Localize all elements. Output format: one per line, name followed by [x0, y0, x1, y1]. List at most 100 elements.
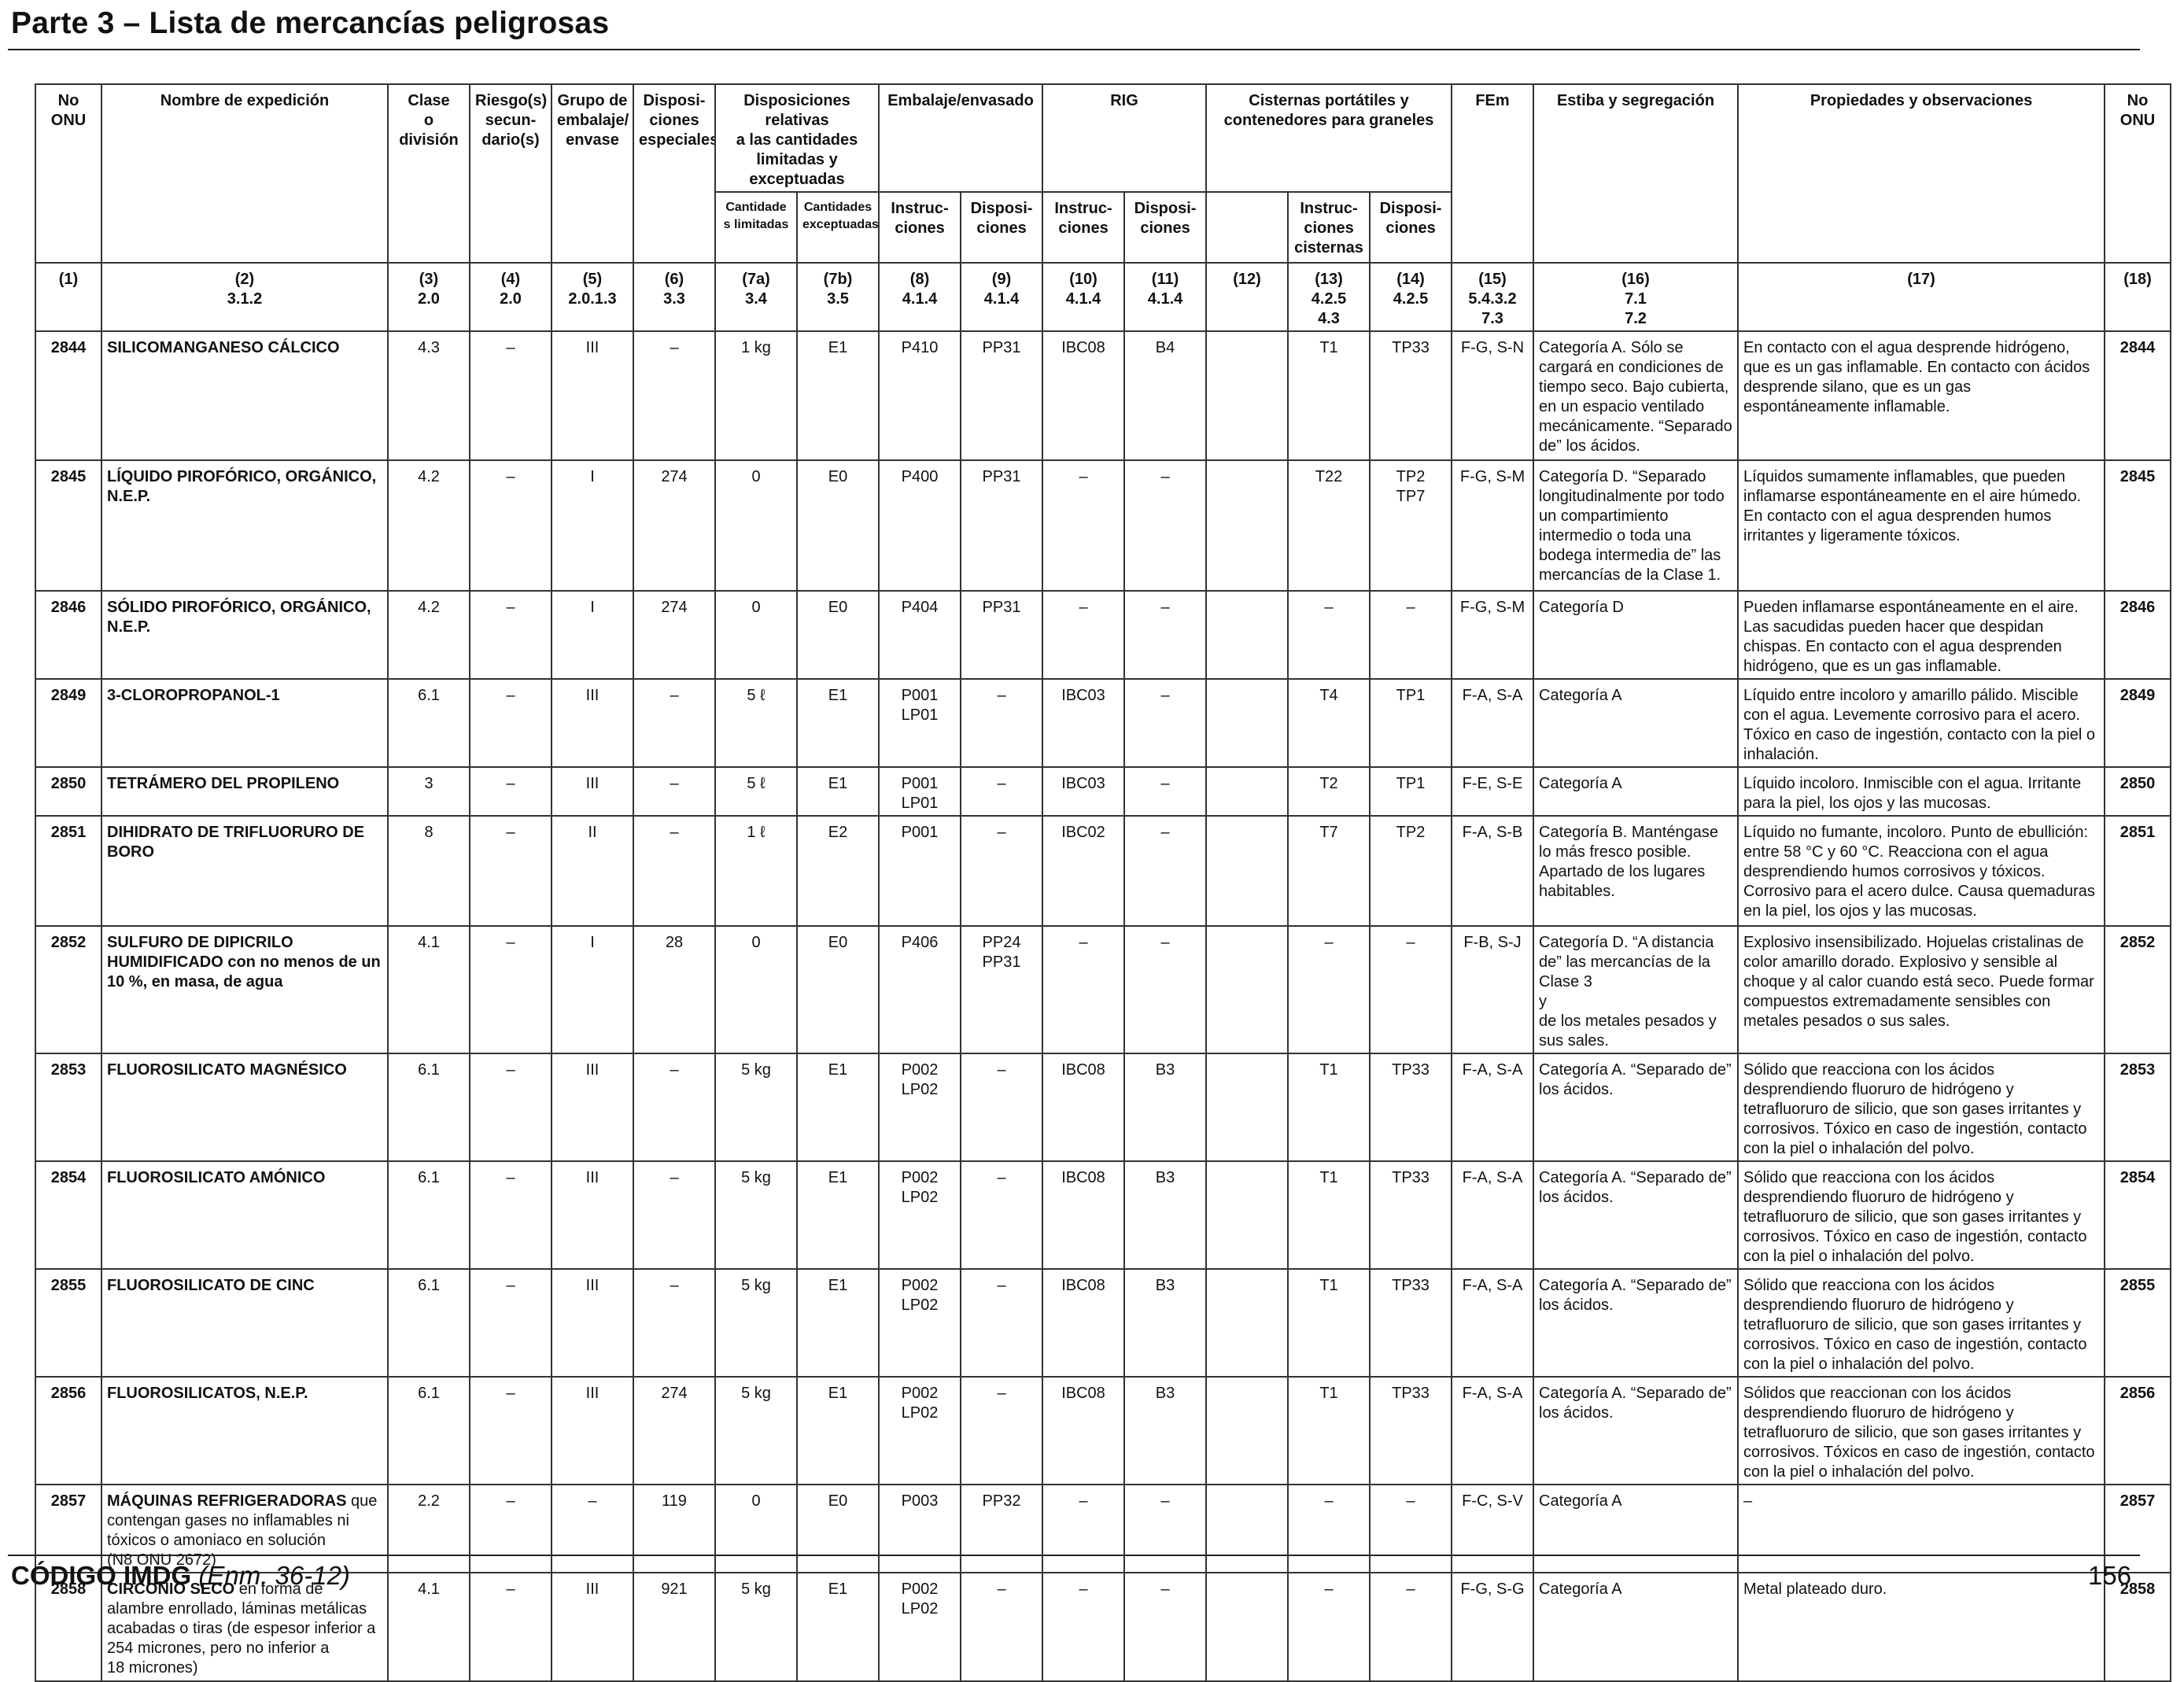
- special-provisions-cell: –: [633, 1053, 716, 1162]
- un-number-right-cell: 2854: [2104, 1160, 2172, 1270]
- properties-cell: –: [1737, 1484, 2106, 1573]
- ibc-provision-cell: –: [1123, 590, 1208, 680]
- shipping-name-bold: FLUOROSILICATO DE CINC: [107, 1277, 315, 1294]
- limited-quantity-cell: 5 kg: [714, 1376, 798, 1485]
- table-row: 2850 TETRÁMERO DEL PROPILENO 3– III –5 ℓ E1 P0…: [35, 766, 2172, 817]
- shipping-name-cell: MÁQUINAS REFRIGERADORAS que contengan ga…: [101, 1484, 389, 1573]
- ibc-provision-cell: B4: [1123, 330, 1208, 461]
- shipping-name-cell: SULFURO DE DIPICRILO HUMIDIFICADO con no…: [101, 925, 389, 1054]
- col12-cell: [1205, 815, 1289, 927]
- limited-quantity-cell: 0: [714, 1484, 798, 1573]
- ibc-instruction-cell: IBC08: [1042, 1268, 1126, 1378]
- un-number-right-cell: 2855: [2104, 1268, 2172, 1378]
- ref-cell: (16) 7.1 7.2: [1533, 262, 1739, 332]
- stowage-cell: Categoría D: [1533, 590, 1739, 680]
- packing-instruction-cell: P410: [878, 330, 962, 461]
- col12-cell: [1205, 1572, 1289, 1682]
- ref-cell: (7b) 3.5: [795, 262, 880, 332]
- ref-cell: (14) 4.2.5: [1369, 262, 1453, 332]
- packing-group-cell: I: [551, 459, 634, 592]
- ibc-instruction-cell: IBC08: [1042, 330, 1126, 461]
- stowage-cell: Categoría B. Manténgase lo más fresco po…: [1533, 815, 1739, 927]
- stowage-cell: Categoría A: [1533, 766, 1739, 817]
- shipping-name-bold: SULFURO DE DIPICRILO HUMIDIFICADO con no…: [107, 934, 381, 990]
- properties-cell: Sólidos que reaccionan con los ácidos de…: [1737, 1376, 2106, 1485]
- packing-provision-cell: PP31: [960, 590, 1044, 680]
- col-header-special-provisions: Disposi- ciones especiales: [633, 83, 716, 264]
- un-number-right-cell: 2845: [2104, 459, 2172, 592]
- subsidiary-risk-cell: –: [469, 1572, 552, 1682]
- excepted-quantity-cell: E1: [795, 1376, 880, 1485]
- special-provisions-cell: 119: [633, 1484, 716, 1573]
- un-number-right-cell: 2857: [2104, 1484, 2172, 1573]
- table-row: 2849 3-CLOROPROPANOL-1 6.1– III –5 ℓ E1 P001 L…: [35, 678, 2172, 768]
- special-provisions-cell: 921: [633, 1572, 716, 1682]
- shipping-name-bold: 3-CLOROPROPANOL-1: [107, 687, 280, 704]
- ref-cell: (2) 3.1.2: [101, 262, 389, 332]
- col-header-packaging: Embalaje/envasado: [878, 83, 1044, 193]
- packing-provision-cell: –: [960, 1053, 1044, 1162]
- shipping-name-bold: LÍQUIDO PIROFÓRICO, ORGÁNICO, N.E.P.: [107, 468, 377, 505]
- limited-quantity-cell: 0: [714, 590, 798, 680]
- footer-code: CÓDIGO IMDG (Enm. 36-12): [11, 1561, 350, 1591]
- ibc-instruction-cell: –: [1042, 1572, 1126, 1682]
- shipping-name-bold: FLUOROSILICATO AMÓNICO: [107, 1169, 326, 1186]
- packing-instruction-cell: P002 LP02: [878, 1268, 962, 1378]
- shipping-name-bold: SILICOMANGANESO CÁLCICO: [107, 339, 340, 356]
- class-cell: 6.1: [387, 1268, 470, 1378]
- col12-cell: [1205, 1484, 1289, 1573]
- un-number-right-cell: 2846: [2104, 590, 2172, 680]
- excepted-quantity-cell: E1: [795, 330, 880, 461]
- class-cell: 2.2: [387, 1484, 470, 1573]
- packing-group-cell: III: [551, 766, 634, 817]
- ibc-provision-cell: –: [1123, 678, 1208, 768]
- properties-cell: Sólido que reacciona con los ácidos desp…: [1737, 1268, 2106, 1378]
- stowage-cell: Categoría A: [1533, 1484, 1739, 1573]
- col-header-limited-quantities: Cantidade s limitadas: [714, 191, 798, 264]
- properties-cell: Metal plateado duro.: [1737, 1572, 2106, 1682]
- properties-cell: Líquidos sumamente inflamables, que pued…: [1737, 459, 2106, 592]
- header-divider: [8, 49, 2140, 50]
- shipping-name-cell: FLUOROSILICATOS, N.E.P.: [101, 1376, 389, 1485]
- tank-instruction-cell: T4: [1287, 678, 1371, 768]
- tank-provision-cell: TP33: [1369, 1268, 1453, 1378]
- packing-instruction-cell: P003: [878, 1484, 962, 1573]
- ref-cell: (11) 4.1.4: [1123, 262, 1208, 332]
- stowage-cell: Categoría A. “Separado de” los ácidos.: [1533, 1053, 1739, 1162]
- tank-instruction-cell: –: [1287, 1484, 1371, 1573]
- ref-cell: (12): [1205, 262, 1289, 332]
- col12-cell: [1205, 678, 1289, 768]
- ibc-provision-cell: B3: [1123, 1053, 1208, 1162]
- excepted-quantity-cell: E1: [795, 1160, 880, 1270]
- shipping-name-bold: SÓLIDO PIROFÓRICO, ORGÁNICO, N.E.P.: [107, 599, 371, 636]
- table-row: 2854 FLUOROSILICATO AMÓNICO 6.1– III –5 kg E1…: [35, 1160, 2172, 1270]
- packing-instruction-cell: P404: [878, 590, 962, 680]
- col12-cell: [1205, 1376, 1289, 1485]
- ref-cell: (8) 4.1.4: [878, 262, 962, 332]
- subsidiary-risk-cell: –: [469, 1268, 552, 1378]
- col-header-packing-instructions: Instruc- ciones: [878, 191, 962, 264]
- subsidiary-risk-cell: –: [469, 590, 552, 680]
- un-number-cell: 2856: [35, 1376, 102, 1485]
- excepted-quantity-cell: E2: [795, 815, 880, 927]
- table-row: 2858 CIRCONIO SECO en forma de alambre en…: [35, 1572, 2172, 1682]
- limited-quantity-cell: 5 ℓ: [714, 766, 798, 817]
- limited-quantity-cell: 5 kg: [714, 1572, 798, 1682]
- class-cell: 4.3: [387, 330, 470, 461]
- tank-provision-cell: TP2: [1369, 815, 1453, 927]
- col-header-ibc-instructions: Instruc- ciones: [1042, 191, 1126, 264]
- un-number-right-cell: 2853: [2104, 1053, 2172, 1162]
- special-provisions-cell: –: [633, 1268, 716, 1378]
- shipping-name-bold: MÁQUINAS REFRIGERADORAS: [107, 1492, 347, 1510]
- col12-cell: [1205, 330, 1289, 461]
- ems-cell: F-A, S-B: [1451, 815, 1535, 927]
- un-number-cell: 2849: [35, 678, 102, 768]
- table-row: 2853 FLUOROSILICATO MAGNÉSICO 6.1– III –5 kg…: [35, 1053, 2172, 1162]
- ref-cell: (10) 4.1.4: [1042, 262, 1126, 332]
- page-title: Parte 3 – Lista de mercancías peligrosas: [11, 6, 610, 40]
- tank-provision-cell: TP1: [1369, 766, 1453, 817]
- tank-provision-cell: –: [1369, 1572, 1453, 1682]
- ibc-instruction-cell: –: [1042, 590, 1126, 680]
- packing-instruction-cell: P002 LP02: [878, 1376, 962, 1485]
- subsidiary-risk-cell: –: [469, 1484, 552, 1573]
